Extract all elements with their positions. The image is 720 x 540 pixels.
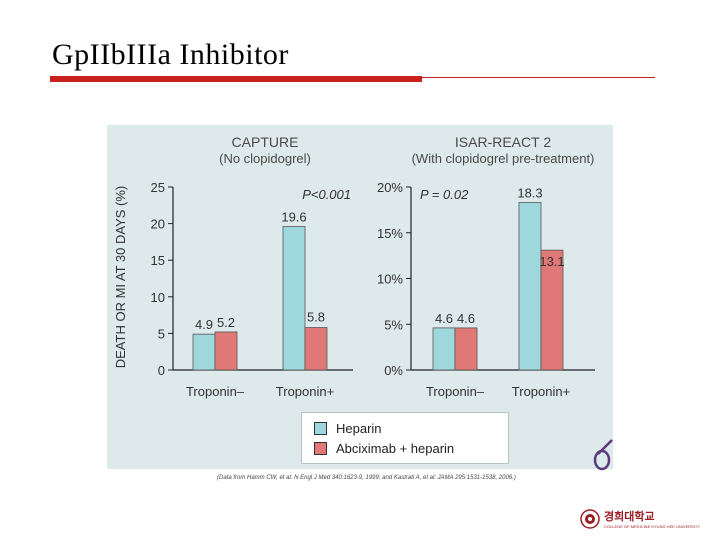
legend-label-heparin: Heparin	[336, 421, 382, 436]
chart-legend: Heparin Abciximab + heparin	[301, 412, 509, 464]
chart-figure: CAPTURE (No clopidogrel) P<0.001 DEATH O…	[107, 125, 613, 469]
bar-2-abciximab-heparin-2	[540, 249, 564, 371]
panel1-subtitle: (No clopidogrel)	[219, 151, 311, 166]
bar-2-abciximab-heparin-1	[454, 327, 478, 371]
panel2-y-tick-label: 5%	[384, 317, 403, 332]
bar-1-abciximab-heparin-1	[214, 331, 238, 371]
bar-1-heparin-2	[282, 226, 306, 371]
university-seal-icon	[580, 508, 600, 529]
panel2-annotation: P = 0.02	[420, 187, 469, 202]
panel2-title: ISAR-REACT 2	[455, 134, 551, 150]
bar-value-label: 19.6	[281, 210, 306, 225]
bar-1-abciximab-heparin-2	[304, 327, 328, 371]
bar-value-label: 4.9	[195, 317, 213, 332]
y-axis-label: DEATH OR MI AT 30 DAYS (%)	[113, 186, 128, 369]
panel1-x-tick-label: Troponin+	[276, 384, 334, 399]
legend-label-abciximab: Abciximab + heparin	[336, 441, 455, 456]
panel1-y-tick-label: 20	[151, 217, 165, 232]
legend-swatch-heparin	[314, 422, 327, 435]
panel1-y-tick-label: 25	[151, 180, 165, 195]
bar-value-label: 4.6	[435, 311, 453, 326]
panel2-subtitle: (With clopidogrel pre-treatment)	[412, 151, 595, 166]
legend-swatch-abciximab	[314, 442, 327, 455]
title-underline-line	[422, 77, 655, 78]
source-citation: (Data from Hamm CW, et al: N Engl J Med …	[217, 475, 516, 481]
publisher-logo-icon	[593, 439, 613, 471]
bar-2-heparin-1	[432, 327, 456, 371]
panel1-y-tick-label: 0	[158, 363, 165, 378]
university-subtitle: COLLEGE OF MEDICINE KYUNG HEE UNIVERSITY	[604, 524, 701, 529]
panel1-y-tick-label: 15	[151, 253, 165, 268]
panel2-y-tick-label: 15%	[377, 226, 403, 241]
chart-canvas: CAPTURE (No clopidogrel) P<0.001 DEATH O…	[113, 134, 595, 399]
slide-title: GpIIbIIIa Inhibitor	[52, 38, 289, 71]
bar-value-label: 4.6	[457, 311, 475, 326]
bar-value-label: 18.3	[517, 186, 542, 201]
bar-value-label: 5.8	[307, 310, 325, 325]
bar-1-heparin-1	[192, 333, 216, 371]
panel1-y-tick-label: 5	[158, 326, 165, 341]
panel2-y-tick-label: 10%	[377, 272, 403, 287]
panel2-y-tick-label: 0%	[384, 363, 403, 378]
panel2-y-tick-label: 20%	[377, 180, 403, 195]
legend-item-abciximab: Abciximab + heparin	[314, 441, 454, 456]
university-name: 경희대학교	[604, 511, 655, 523]
panel1-annotation: P<0.001	[302, 187, 351, 202]
panel1-y-tick-label: 10	[151, 290, 165, 305]
panel2-x-tick-label: Troponin+	[512, 384, 570, 399]
panel1-x-tick-label: Troponin–	[186, 384, 245, 399]
panel1-title: CAPTURE	[232, 134, 299, 150]
bar-value-label: 13.1	[539, 254, 564, 269]
panel2-x-tick-label: Troponin–	[426, 384, 485, 399]
university-logo: 경희대학교 COLLEGE OF MEDICINE KYUNG HEE UNIV…	[580, 508, 700, 529]
bar-2-heparin-2	[518, 202, 542, 371]
title-underline-bar	[50, 76, 422, 82]
legend-item-heparin: Heparin	[314, 421, 382, 436]
bar-value-label: 5.2	[217, 315, 235, 330]
